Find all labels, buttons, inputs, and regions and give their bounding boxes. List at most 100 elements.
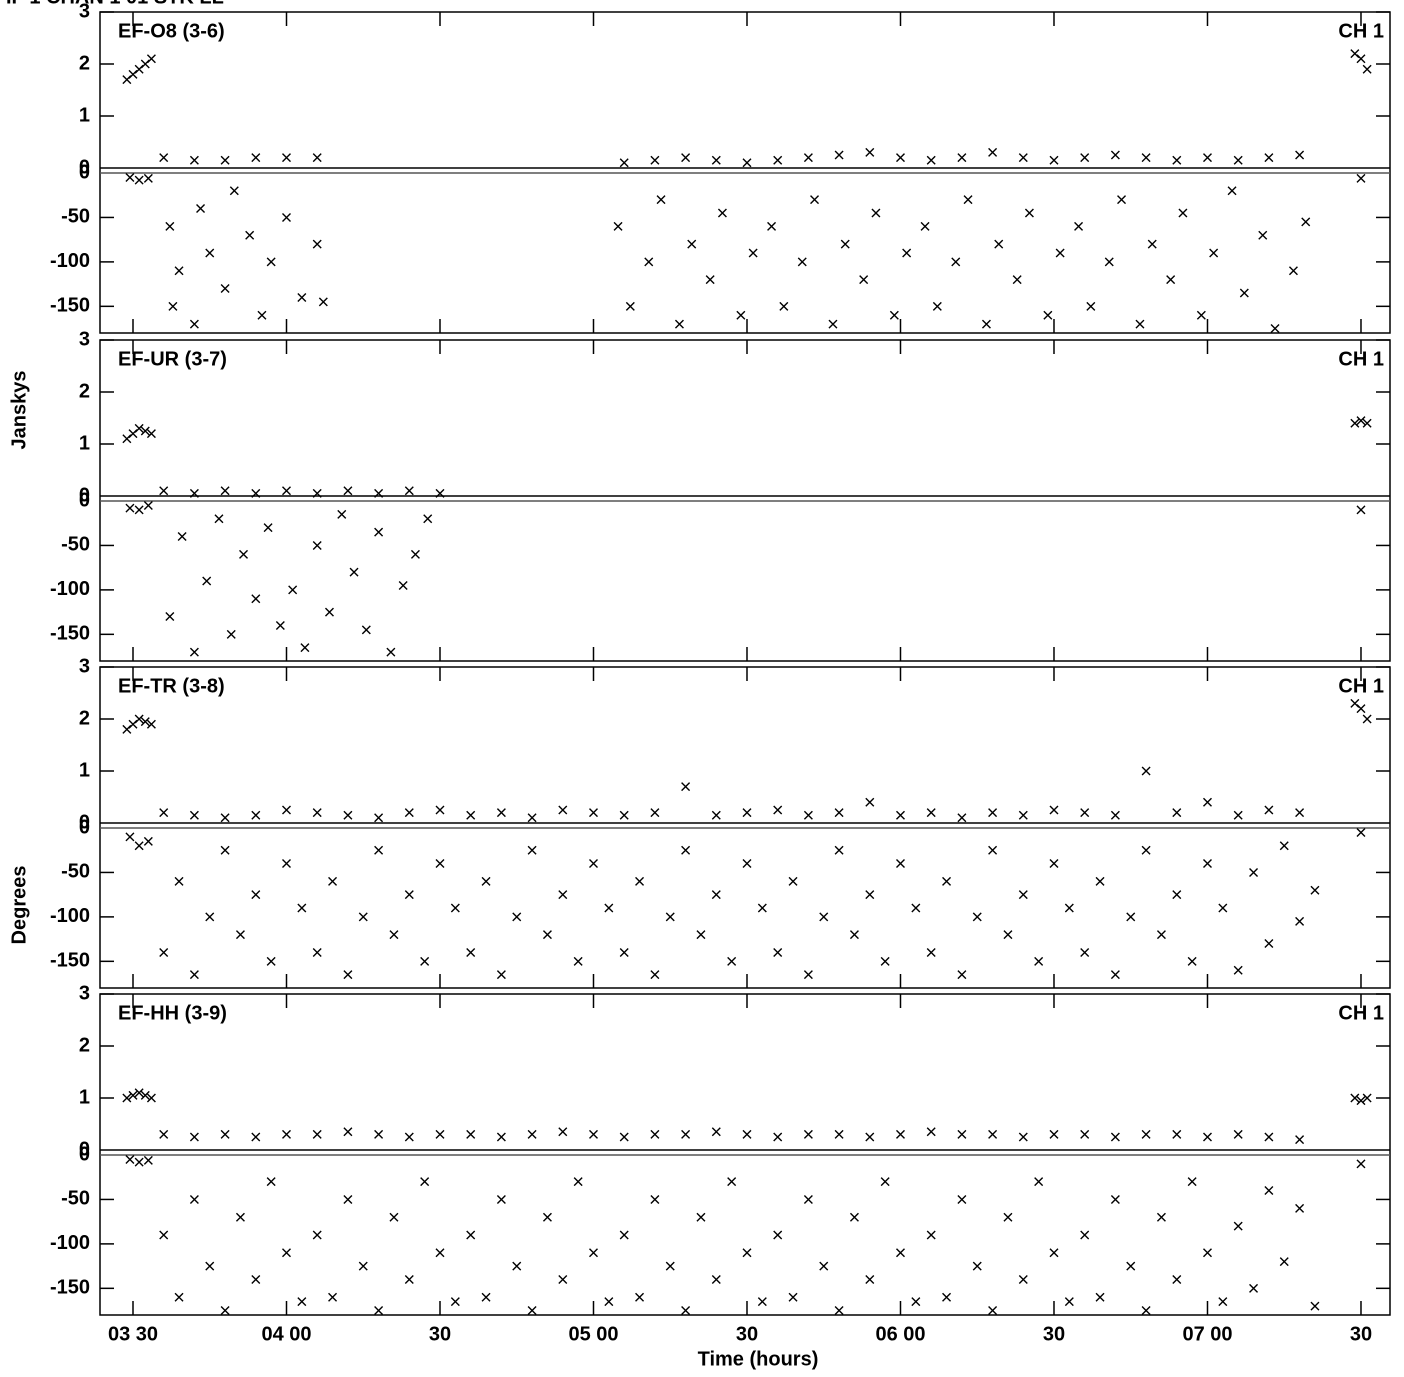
y2-tick-label: -150 (50, 1277, 90, 1299)
data-point (840, 239, 850, 249)
data-point (773, 947, 783, 957)
x-tick-label: 30 (736, 1323, 758, 1345)
data-point (963, 195, 973, 205)
data-point (189, 488, 199, 498)
data-point (988, 1306, 998, 1316)
x-tick-label: 30 (1043, 1323, 1065, 1345)
data-point (386, 647, 396, 657)
baseline-label: EF-O8 (3-6) (118, 20, 225, 42)
data-point (972, 1261, 982, 1271)
data-point (573, 1177, 583, 1187)
data-point (1295, 916, 1305, 926)
data-point (374, 488, 384, 498)
data-point (1110, 150, 1120, 160)
y-tick-label: 1 (79, 104, 90, 126)
data-point (189, 1194, 199, 1204)
data-point (266, 257, 276, 267)
data-point (957, 1129, 967, 1139)
data-point (589, 859, 598, 869)
data-point (834, 845, 844, 855)
data-point (128, 1090, 138, 1100)
data-point (343, 486, 353, 496)
y-axis-label: Janskys (8, 371, 30, 450)
data-point (834, 1306, 844, 1316)
data-point (125, 172, 135, 182)
data-point (220, 813, 230, 823)
data-point (1227, 186, 1237, 196)
data-point (251, 488, 261, 498)
data-point (1264, 805, 1274, 815)
data-point (1126, 1261, 1136, 1271)
data-point (803, 153, 813, 163)
data-point (220, 284, 230, 294)
data-point (773, 805, 783, 815)
data-point (625, 301, 635, 311)
data-point (911, 903, 921, 913)
data-point (650, 970, 660, 980)
data-point (951, 257, 961, 267)
data-point (466, 810, 476, 820)
data-point (165, 221, 175, 231)
data-point (374, 527, 384, 537)
data-point (288, 585, 298, 595)
x-tick-label: 07 00 (1182, 1323, 1232, 1345)
data-point (282, 212, 291, 222)
data-point (1086, 301, 1096, 311)
data-point (1172, 890, 1182, 900)
data-point (389, 1212, 399, 1222)
data-point (650, 1194, 660, 1204)
data-point (202, 576, 212, 586)
data-point (1110, 1194, 1120, 1204)
data-point (942, 876, 952, 886)
data-point (245, 230, 255, 240)
data-point (374, 845, 384, 855)
data-point (466, 1230, 476, 1240)
data-point (644, 257, 654, 267)
data-point (757, 903, 767, 913)
data-point (146, 429, 156, 439)
data-point (312, 153, 322, 163)
data-point (926, 947, 936, 957)
data-point (889, 310, 899, 320)
y-tick-label: 1 (79, 432, 90, 454)
data-point (1356, 416, 1366, 426)
data-point (696, 930, 706, 940)
data-point (423, 514, 433, 524)
x-axis-label: Time (hours) (698, 1348, 819, 1370)
channel-label: CH 1 (1338, 348, 1384, 370)
data-point (275, 620, 285, 630)
data-point (1156, 1212, 1166, 1222)
y-tick-label: 3 (79, 0, 90, 22)
data-point (1166, 275, 1176, 285)
data-point (711, 890, 721, 900)
data-point (865, 147, 875, 157)
data-point (235, 930, 245, 940)
data-point (711, 810, 721, 820)
data-point (1356, 54, 1366, 64)
data-point (834, 808, 844, 818)
data-point (312, 1129, 322, 1139)
data-point (312, 540, 322, 550)
data-point (1172, 155, 1182, 165)
data-point (865, 1274, 875, 1284)
data-point (942, 1292, 952, 1302)
data-point (374, 1306, 384, 1316)
data-point (512, 912, 522, 922)
y2-tick-label: -50 (61, 534, 90, 556)
data-point (1202, 153, 1212, 163)
data-point (981, 319, 991, 329)
y2-tick-label: 0 (79, 816, 90, 838)
data-point (143, 1155, 153, 1165)
data-point (1049, 1129, 1059, 1139)
channel-label: CH 1 (1338, 675, 1384, 697)
data-point (674, 319, 684, 329)
data-point (1126, 912, 1136, 922)
data-point (1356, 173, 1366, 183)
data-point (312, 808, 322, 818)
data-point (1279, 1257, 1289, 1267)
x-tick-label: 03 30 (108, 1323, 158, 1345)
y-tick-label: 3 (79, 655, 90, 677)
data-point (343, 970, 353, 980)
data-point (297, 1297, 307, 1307)
data-point (297, 292, 307, 302)
